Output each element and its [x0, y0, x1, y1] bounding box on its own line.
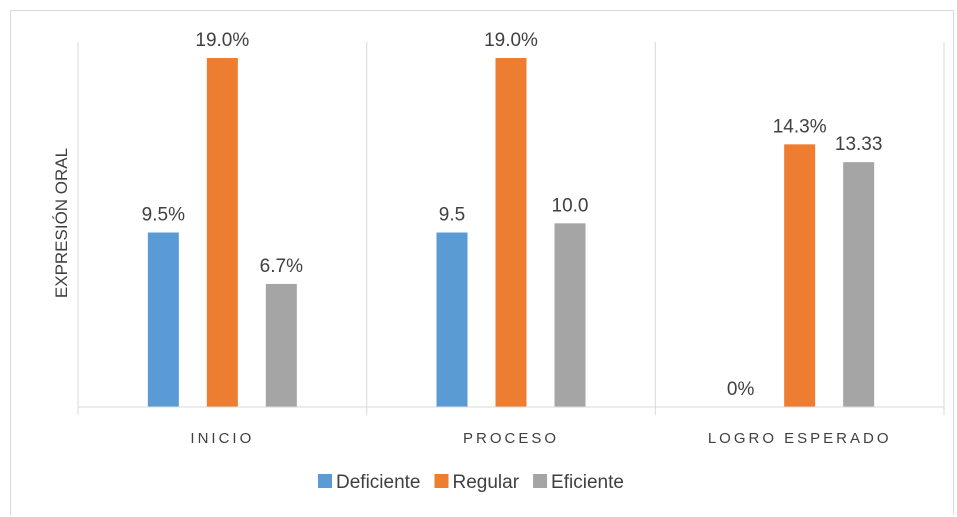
category-label-1: INICIO — [190, 430, 254, 447]
bar-deficiente-2 — [436, 232, 468, 407]
category-labels-group: INICIO PROCESO LOGRO ESPERADO — [190, 430, 892, 447]
legend-label-eficiente: Eficiente — [551, 472, 624, 493]
data-label-eficiente-1: 6.7% — [260, 256, 303, 277]
data-label-deficiente-2: 9.5 — [439, 205, 465, 226]
bars-group — [147, 58, 875, 407]
bar-regular-1 — [206, 58, 238, 407]
category-label-2: PROCESO — [463, 430, 559, 447]
data-labels-group: 9.5% 19.0% 6.7% 9.5 19.0% 10.0 0% 14.3% 13.33 — [142, 30, 883, 400]
data-label-regular-1: 19.0% — [195, 30, 249, 51]
bar-eficiente-2 — [554, 223, 586, 407]
legend-swatch-eficiente — [533, 474, 548, 488]
data-label-deficiente-3: 0% — [727, 379, 755, 400]
data-label-regular-2: 19.0% — [484, 30, 538, 51]
legend-label-regular: Regular — [453, 472, 520, 493]
data-label-deficiente-1: 9.5% — [142, 205, 185, 226]
bar-eficiente-1 — [265, 283, 297, 407]
category-label-3: LOGRO ESPERADO — [708, 430, 892, 447]
bar-eficiente-3 — [843, 162, 875, 407]
data-label-regular-3: 14.3% — [773, 116, 827, 137]
legend-label-deficiente: Deficiente — [336, 472, 421, 493]
category-dividers — [77, 42, 945, 415]
data-label-eficiente-3: 13.33 — [835, 134, 883, 155]
legend: Deficiente Regular Eficiente — [318, 472, 624, 493]
legend-swatch-deficiente — [318, 474, 332, 488]
legend-swatch-regular — [434, 474, 449, 488]
bar-regular-3 — [784, 144, 816, 407]
data-label-eficiente-2: 10.0 — [552, 195, 589, 216]
y-axis-title: EXPRESIÓN ORAL — [52, 148, 71, 298]
bar-regular-2 — [495, 58, 527, 407]
bar-deficiente-1 — [147, 232, 179, 407]
